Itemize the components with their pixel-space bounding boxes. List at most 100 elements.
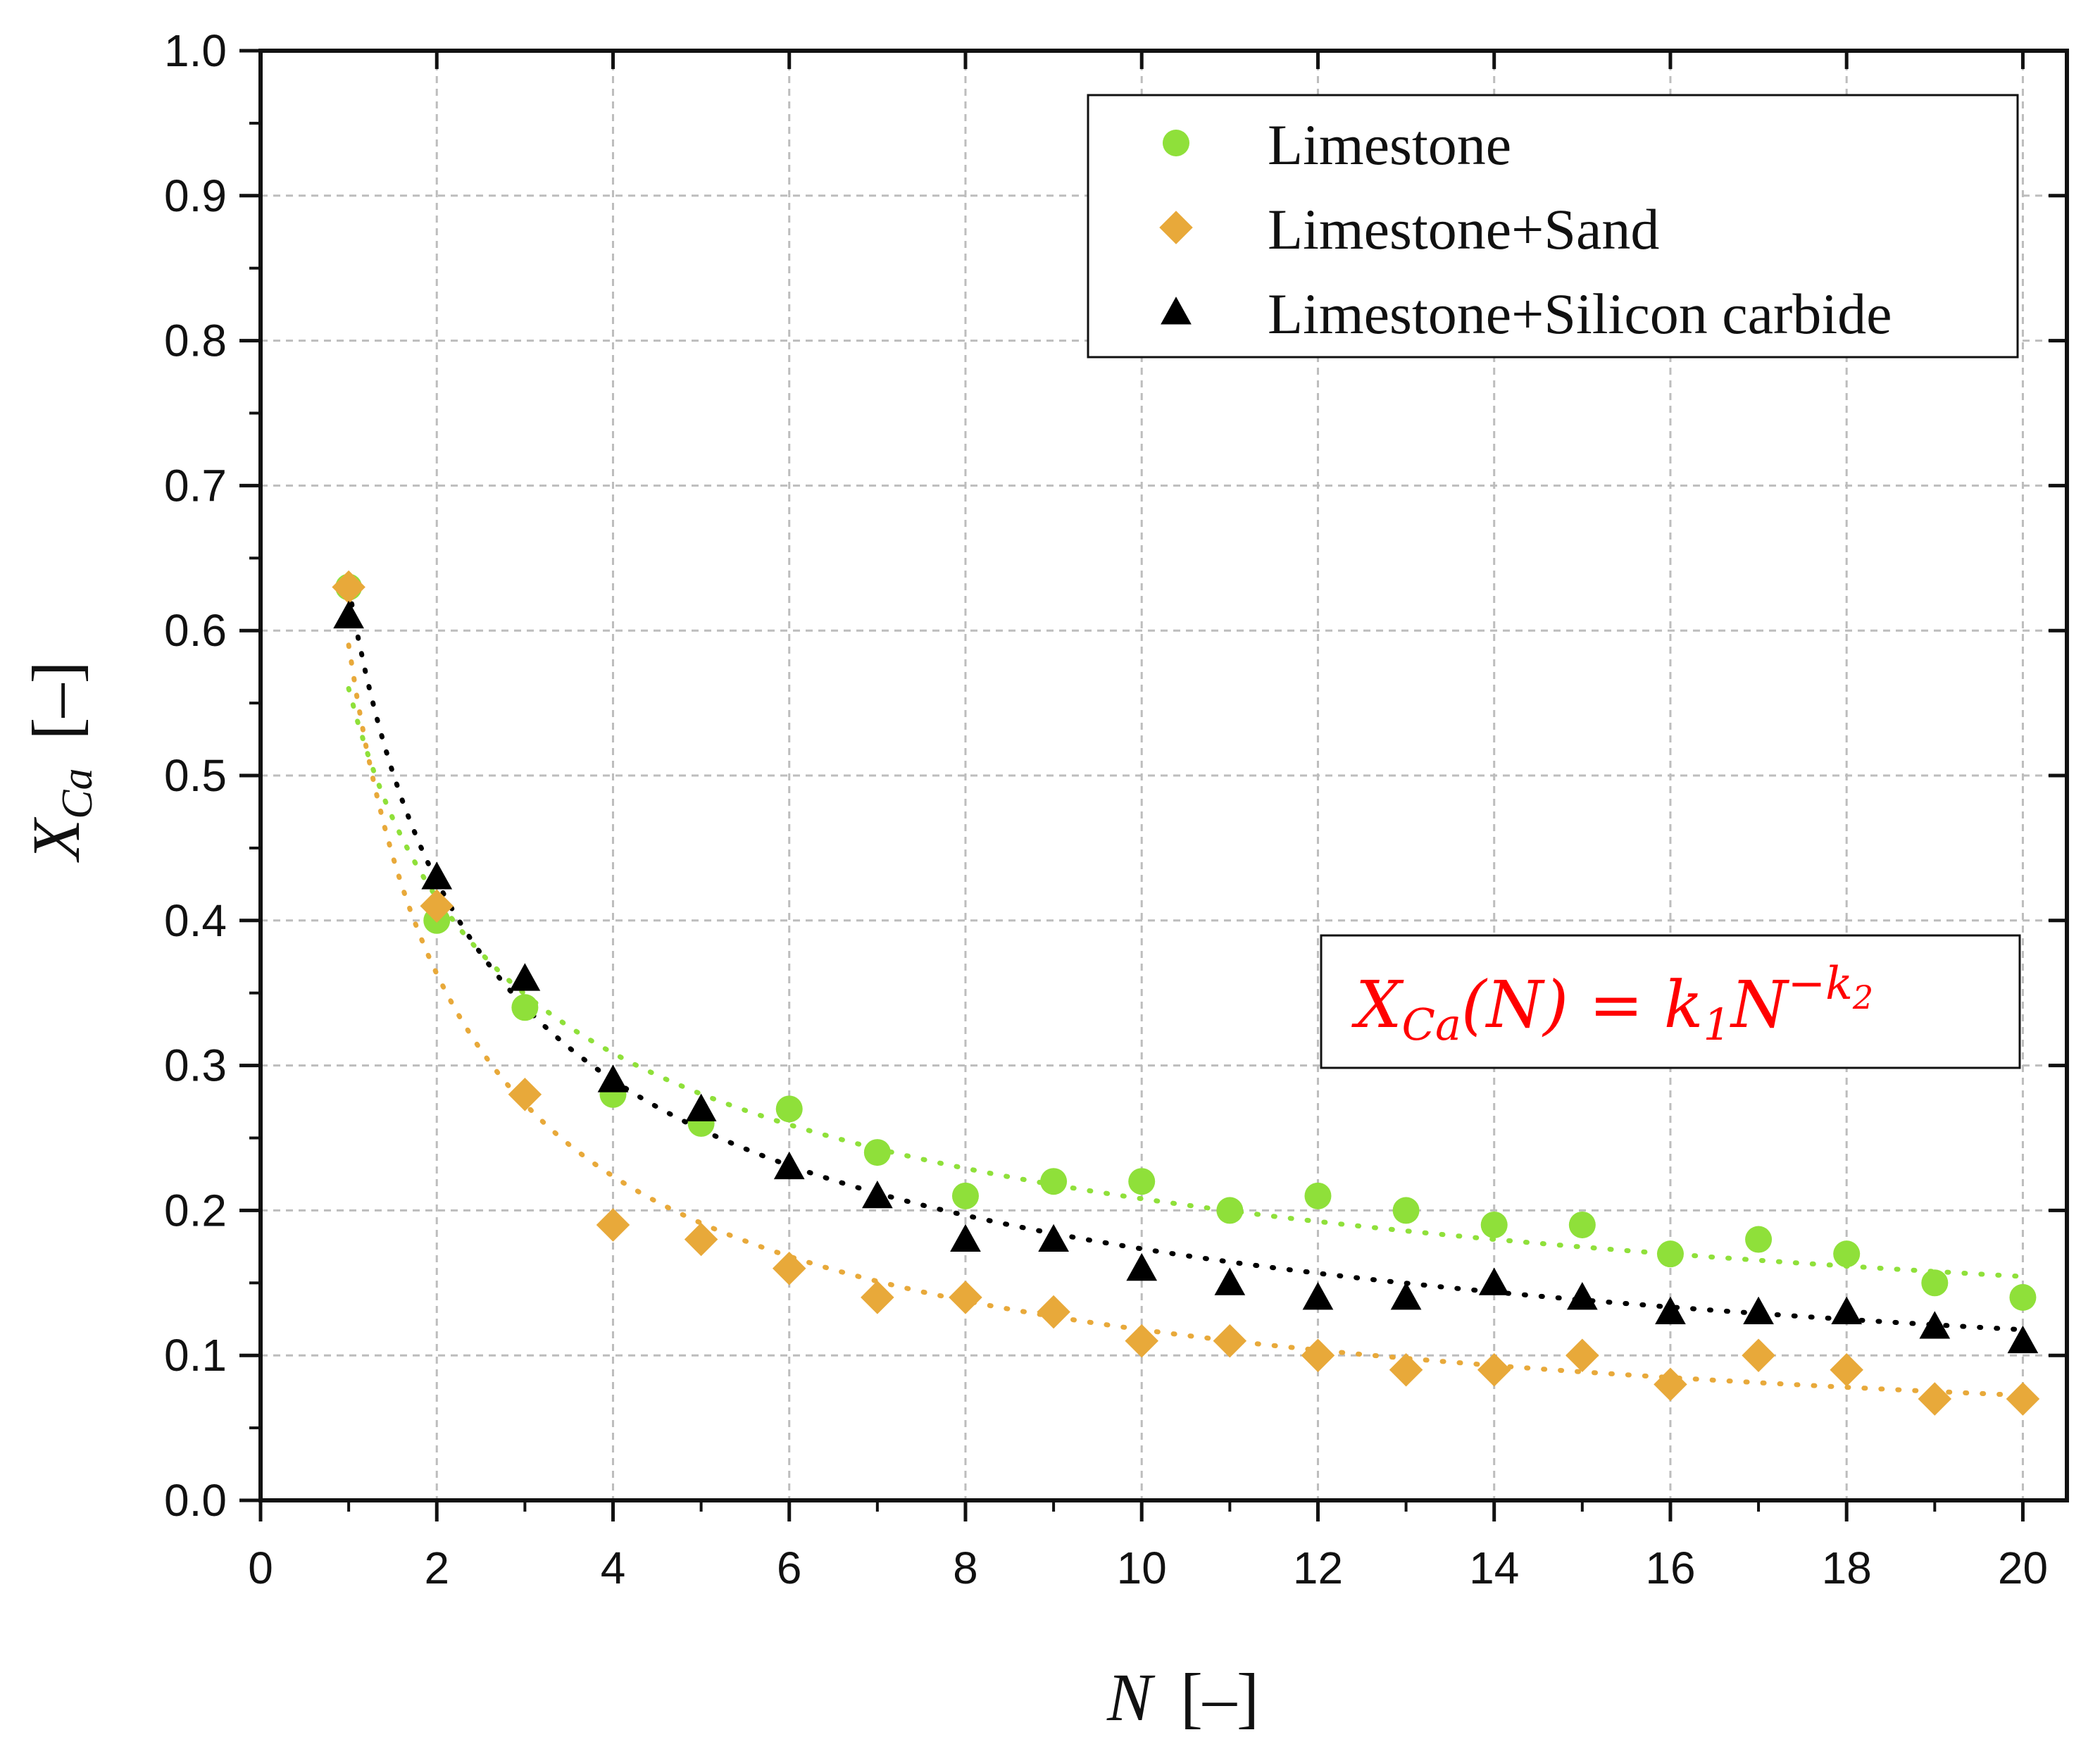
data-point [1568, 1211, 1596, 1238]
data-point [1037, 1295, 1070, 1329]
data-point [509, 963, 541, 991]
data-point [332, 570, 365, 604]
data-point [863, 1139, 891, 1166]
data-point [950, 1224, 981, 1252]
y-tick-label: 0.5 [164, 750, 227, 801]
data-point [1040, 1168, 1068, 1195]
data-point [1301, 1338, 1335, 1372]
legend-label-2: Limestone+Silicon carbide [1268, 282, 1892, 346]
x-tick-label: 8 [953, 1543, 978, 1593]
tick-labels: 0 2 4 6 8 10 12 14 16 18 20 0.0 0.1 0.2 0.3 0.4 0.5 0.6 0.… [164, 25, 2048, 1593]
data-point [1833, 1240, 1861, 1268]
data-point [1392, 1197, 1420, 1224]
fit-curves [346, 585, 2025, 1398]
equation-text: XCa(N) = k1N−k2 [1351, 958, 1873, 1050]
y-tick-label: 1.0 [164, 25, 227, 76]
data-point [1654, 1367, 1687, 1402]
x-tick-label: 6 [777, 1543, 802, 1593]
data-point [1125, 1324, 1158, 1358]
data-point [1921, 1269, 1949, 1297]
data-point [684, 1222, 718, 1257]
data-point [1743, 1296, 1774, 1324]
x-tick-label: 2 [424, 1543, 449, 1593]
data-point [2007, 1325, 2039, 1354]
data-point [1302, 1282, 1334, 1310]
legend: Limestone Limestone+Sand Limestone+Silicon… [1087, 94, 2019, 359]
data-point [1655, 1296, 1686, 1324]
data-point [1566, 1282, 1598, 1310]
data-point [1830, 1353, 1863, 1387]
legend-marker-0 [1163, 130, 1189, 156]
data-point [508, 1078, 542, 1112]
data-point [1216, 1197, 1244, 1224]
data-point [1919, 1311, 1951, 1339]
legend-marker-1 [1159, 211, 1193, 244]
data-point [951, 1182, 979, 1209]
data-point [1656, 1240, 1684, 1268]
data-point [421, 861, 453, 890]
legend-marker-2 [1161, 297, 1192, 325]
data-point [596, 1208, 630, 1242]
series-2 [333, 600, 2039, 1354]
data-point [1742, 1338, 1775, 1372]
x-tick-label: 12 [1293, 1543, 1343, 1593]
data-point [333, 600, 364, 629]
x-tick-label: 4 [601, 1543, 626, 1593]
data-point [1389, 1353, 1423, 1387]
y-tick-label: 0.3 [164, 1040, 227, 1091]
data-point [1390, 1282, 1422, 1310]
data-point [1038, 1224, 1069, 1252]
axis-ticks [239, 49, 2067, 1521]
y-tick-label: 0.7 [164, 460, 227, 511]
data-point [1478, 1267, 1510, 1295]
y-tick-label: 0.8 [164, 316, 227, 366]
data-point [1918, 1382, 1952, 1416]
data-point [1128, 1168, 1156, 1195]
fit-curve-2 [346, 585, 2025, 1333]
fit-curve-0 [346, 686, 2025, 1279]
x-tick-label: 10 [1117, 1543, 1167, 1593]
data-point [772, 1251, 806, 1286]
legend-label-0: Limestone [1268, 113, 1511, 177]
data-point [420, 889, 454, 923]
data-point [1477, 1353, 1511, 1387]
data-point [2009, 1283, 2037, 1311]
data-point [1745, 1226, 1773, 1253]
data-point [1304, 1182, 1332, 1209]
y-tick-label: 0.4 [164, 895, 227, 946]
x-tick-label: 16 [1645, 1543, 1695, 1593]
y-tick-label: 0.9 [164, 170, 227, 221]
legend-box [1087, 94, 2019, 359]
y-tick-label: 0.1 [164, 1330, 227, 1381]
data-point [511, 994, 539, 1021]
y-tick-label: 0.2 [164, 1185, 227, 1235]
data-points [332, 570, 2040, 1416]
data-point [1831, 1296, 1863, 1324]
data-point [862, 1180, 893, 1209]
data-point [597, 1064, 629, 1093]
legend-label-1: Limestone+Sand [1268, 197, 1659, 261]
y-tick-label: 0.0 [164, 1475, 227, 1526]
x-tick-label: 0 [248, 1543, 273, 1593]
data-point [861, 1281, 894, 1314]
data-point [1214, 1267, 1246, 1295]
y-tick-label: 0.6 [164, 605, 227, 656]
data-point [773, 1151, 805, 1180]
x-axis-title: N [–] [1106, 1660, 1259, 1735]
y-axis-title: XCa[–] [18, 661, 101, 864]
fit-curve-1 [346, 642, 2025, 1398]
data-point [685, 1093, 717, 1121]
equation-annotation: XCa(N) = k1N−k2 [1320, 934, 2021, 1069]
data-point [1126, 1252, 1158, 1281]
x-tick-label: 20 [1998, 1543, 2048, 1593]
data-point [775, 1095, 803, 1123]
data-point [1213, 1324, 1247, 1358]
series-1 [332, 570, 2040, 1416]
data-point [1480, 1211, 1508, 1238]
data-point [2006, 1382, 2040, 1416]
x-tick-label: 14 [1469, 1543, 1519, 1593]
equation-box [1320, 934, 2021, 1069]
x-tick-label: 18 [1822, 1543, 1872, 1593]
data-point [949, 1281, 982, 1314]
